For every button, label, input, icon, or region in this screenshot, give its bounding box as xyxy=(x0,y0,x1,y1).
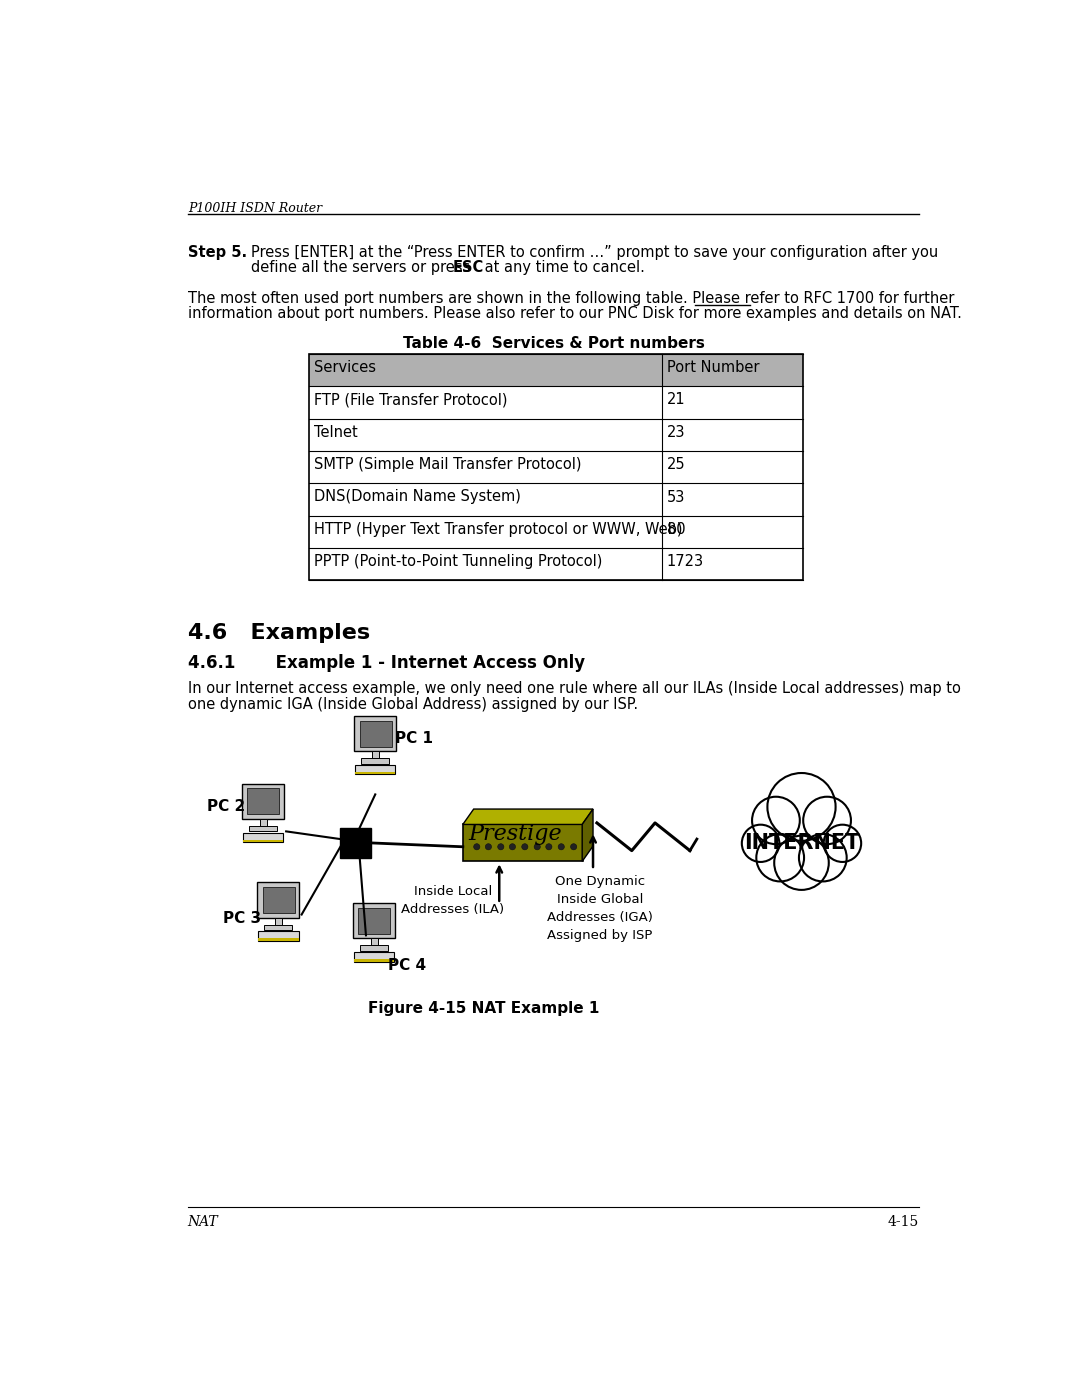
Circle shape xyxy=(799,834,847,882)
Text: 4.6   Examples: 4.6 Examples xyxy=(188,623,369,643)
Bar xyxy=(355,773,395,774)
Text: 23: 23 xyxy=(666,425,685,440)
Bar xyxy=(260,819,267,826)
Bar xyxy=(370,939,378,946)
Text: Table 4-6  Services & Port numbers: Table 4-6 Services & Port numbers xyxy=(403,335,704,351)
Bar xyxy=(309,451,804,483)
Text: In our Internet access example, we only need one rule where all our ILAs (Inside: In our Internet access example, we only … xyxy=(188,682,960,696)
Bar xyxy=(353,902,394,939)
Bar xyxy=(247,788,279,814)
Bar xyxy=(309,419,804,451)
Bar xyxy=(355,766,395,774)
Bar xyxy=(309,387,804,419)
Text: PC 1: PC 1 xyxy=(394,731,433,746)
Text: Inside Local
Addresses (ILA): Inside Local Addresses (ILA) xyxy=(401,884,504,915)
Circle shape xyxy=(752,796,800,844)
Text: SMTP (Simple Mail Transfer Protocol): SMTP (Simple Mail Transfer Protocol) xyxy=(314,457,581,472)
Bar xyxy=(309,483,804,515)
Bar xyxy=(360,721,392,746)
Polygon shape xyxy=(463,809,593,824)
Bar xyxy=(362,759,389,764)
Text: one dynamic IGA (Inside Global Address) assigned by our ISP.: one dynamic IGA (Inside Global Address) … xyxy=(188,697,638,711)
Text: ESC: ESC xyxy=(453,260,484,275)
Text: Step 5.: Step 5. xyxy=(188,244,247,260)
Text: 21: 21 xyxy=(666,393,686,408)
Bar xyxy=(309,548,804,580)
Circle shape xyxy=(510,844,515,849)
Circle shape xyxy=(756,834,804,882)
Bar xyxy=(309,515,804,548)
Bar xyxy=(340,827,372,858)
Text: One Dynamic
Inside Global
Addresses (IGA)
Assigned by ISP: One Dynamic Inside Global Addresses (IGA… xyxy=(548,876,653,942)
Text: INTERNET: INTERNET xyxy=(744,833,860,854)
Text: PPTP (Point-to-Point Tunneling Protocol): PPTP (Point-to-Point Tunneling Protocol) xyxy=(314,555,603,569)
Bar xyxy=(360,946,388,951)
Text: The most often used port numbers are shown in the following table. Please refer : The most often used port numbers are sho… xyxy=(188,291,954,306)
Circle shape xyxy=(804,796,851,844)
Bar xyxy=(243,840,283,842)
Text: DNS(Domain Name System): DNS(Domain Name System) xyxy=(314,489,521,504)
Text: NAT: NAT xyxy=(188,1215,218,1229)
Text: 53: 53 xyxy=(666,489,685,504)
Bar xyxy=(359,908,390,933)
Text: 1723: 1723 xyxy=(666,555,704,569)
Circle shape xyxy=(522,844,528,849)
Bar xyxy=(354,715,396,752)
Text: Telnet: Telnet xyxy=(314,425,357,440)
Text: Figure 4-15 NAT Example 1: Figure 4-15 NAT Example 1 xyxy=(368,1000,599,1016)
Bar xyxy=(257,882,299,918)
Circle shape xyxy=(824,824,861,862)
Text: Services: Services xyxy=(314,360,376,376)
Text: FTP (File Transfer Protocol): FTP (File Transfer Protocol) xyxy=(314,393,508,408)
Circle shape xyxy=(545,844,552,849)
Text: 4.6.1       Example 1 - Internet Access Only: 4.6.1 Example 1 - Internet Access Only xyxy=(188,654,585,672)
Bar xyxy=(275,918,282,925)
Text: P100IH ISDN Router: P100IH ISDN Router xyxy=(188,203,322,215)
Text: at any time to cancel.: at any time to cancel. xyxy=(480,260,645,275)
Circle shape xyxy=(485,844,491,849)
Text: 25: 25 xyxy=(666,457,686,472)
Bar xyxy=(243,833,283,842)
Bar xyxy=(353,960,394,961)
Bar xyxy=(248,826,276,831)
Text: define all the servers or press: define all the servers or press xyxy=(252,260,475,275)
Bar xyxy=(262,887,295,914)
Circle shape xyxy=(742,824,780,862)
Circle shape xyxy=(558,844,565,849)
Text: PC 4: PC 4 xyxy=(388,958,426,974)
Text: PC 3: PC 3 xyxy=(222,911,260,926)
Bar xyxy=(242,784,284,819)
Circle shape xyxy=(774,835,828,890)
Text: Port Number: Port Number xyxy=(666,360,759,376)
Bar xyxy=(463,824,583,862)
Text: information about port numbers. Please also refer to our PNC Disk for more examp: information about port numbers. Please a… xyxy=(188,306,961,321)
Bar xyxy=(353,953,394,961)
Text: PC 2: PC 2 xyxy=(207,799,245,814)
Circle shape xyxy=(570,844,577,849)
Circle shape xyxy=(535,844,540,849)
Bar xyxy=(258,939,298,940)
Circle shape xyxy=(474,844,480,849)
Text: HTTP (Hyper Text Transfer protocol or WWW, Web): HTTP (Hyper Text Transfer protocol or WW… xyxy=(314,522,683,536)
Circle shape xyxy=(498,844,504,849)
Polygon shape xyxy=(582,809,593,862)
Text: 80: 80 xyxy=(666,522,686,536)
Bar xyxy=(309,353,804,387)
Bar xyxy=(373,752,379,759)
Bar xyxy=(309,353,804,580)
Bar xyxy=(258,932,298,940)
Text: Prestige: Prestige xyxy=(468,823,562,845)
Text: Press [ENTER] at the “Press ENTER to confirm …” prompt to save your configuratio: Press [ENTER] at the “Press ENTER to con… xyxy=(252,244,939,260)
Bar xyxy=(265,925,293,930)
Text: 4-15: 4-15 xyxy=(888,1215,919,1229)
Circle shape xyxy=(768,773,836,841)
